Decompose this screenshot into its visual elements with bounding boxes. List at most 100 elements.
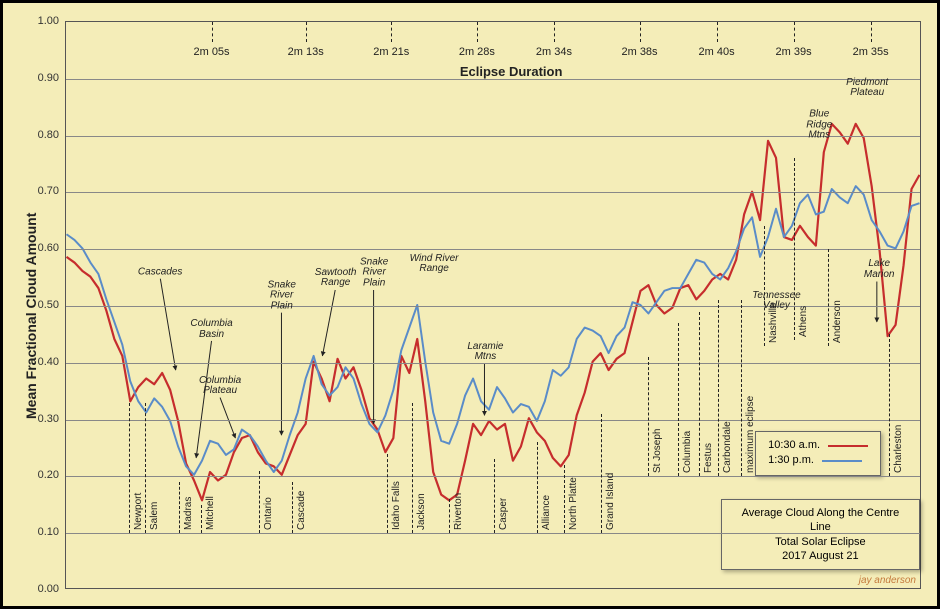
- city-marker-line: [794, 158, 795, 340]
- gridline: [66, 192, 920, 193]
- gridline: [66, 476, 920, 477]
- legend-label: 1:30 p.m.: [768, 453, 814, 468]
- duration-label: 2m 39s: [776, 46, 812, 58]
- city-label: Ontario: [263, 497, 274, 530]
- city-label: Grand Island: [605, 473, 616, 530]
- ytick-label: 0.80: [31, 129, 59, 141]
- ytick-label: 0.70: [31, 185, 59, 197]
- city-marker-line: [387, 454, 388, 534]
- city-marker-line: [648, 357, 649, 476]
- duration-label: 2m 05s: [193, 46, 229, 58]
- duration-tick: [871, 22, 872, 42]
- city-marker-line: [412, 403, 413, 534]
- city-marker-line: [201, 505, 202, 533]
- city-marker-line: [699, 312, 700, 477]
- titlebox-line: Average Cloud Along the Centre Line: [734, 506, 907, 535]
- annotation-label: ColumbiaPlateau: [199, 376, 241, 397]
- annotation-label: BlueRidgeMtns: [806, 110, 832, 142]
- ytick-label: 0.40: [31, 356, 59, 368]
- legend-swatch: [822, 460, 862, 462]
- city-label: Mitchell: [205, 496, 216, 530]
- duration-tick: [717, 22, 718, 42]
- city-label: Salem: [149, 502, 160, 530]
- city-marker-line: [601, 414, 602, 533]
- annotation-label: SnakeRiverPlain: [268, 280, 296, 312]
- duration-label: 2m 28s: [459, 46, 495, 58]
- duration-label: 2m 40s: [699, 46, 735, 58]
- city-label: St Joseph: [652, 429, 663, 473]
- city-label: Casper: [498, 498, 509, 530]
- duration-tick: [554, 22, 555, 42]
- duration-tick: [212, 22, 213, 42]
- legend-entry: 1:30 p.m.: [768, 453, 868, 468]
- duration-tick: [794, 22, 795, 42]
- annotation-label: Cascades: [138, 267, 182, 278]
- ytick-label: 0.20: [31, 469, 59, 481]
- legend: 10:30 a.m.1:30 p.m.: [755, 431, 881, 476]
- gridline: [66, 533, 920, 534]
- duration-label: 2m 38s: [621, 46, 657, 58]
- city-marker-line: [259, 471, 260, 533]
- annotation-label: ColumbiaBasin: [190, 319, 232, 340]
- annotation-arrow: [160, 279, 175, 370]
- plot-area: Eclipse Duration 10:30 a.m.1:30 p.m. Ave…: [65, 21, 921, 589]
- city-marker-line: [292, 482, 293, 533]
- duration-tick: [306, 22, 307, 42]
- annotation-label: Wind RiverRange: [410, 254, 459, 275]
- city-marker-line: [678, 323, 679, 476]
- city-label: North Platte: [568, 477, 579, 530]
- city-marker-line: [564, 465, 565, 533]
- duration-label: 2m 35s: [853, 46, 889, 58]
- gridline: [66, 249, 920, 250]
- legend-entry: 10:30 a.m.: [768, 438, 868, 453]
- annotation-label: TennesseeValley: [752, 291, 801, 312]
- titlebox-line: 2017 August 21: [734, 549, 907, 563]
- annotation-arrow: [322, 290, 335, 356]
- city-label: Carbondale: [722, 422, 733, 474]
- city-marker-line: [537, 442, 538, 533]
- city-label: Cascade: [296, 491, 307, 530]
- annotation-label: LakeMarion: [864, 259, 895, 280]
- annotation-arrow: [196, 341, 211, 458]
- gridline: [66, 363, 920, 364]
- city-marker-line: [741, 300, 742, 476]
- city-marker-line: [828, 249, 829, 346]
- annotation-arrow: [220, 398, 235, 438]
- city-label: Madras: [183, 497, 194, 530]
- city-label: Charleston: [893, 425, 904, 473]
- annotation-label: SnakeRiverPlain: [360, 257, 388, 289]
- duration-tick: [391, 22, 392, 42]
- ytick-label: 0.90: [31, 72, 59, 84]
- legend-label: 10:30 a.m.: [768, 438, 820, 453]
- ytick-label: 1.00: [31, 15, 59, 27]
- city-label: Alliance: [541, 495, 552, 530]
- ytick-label: 0.50: [31, 299, 59, 311]
- ytick-label: 0.00: [31, 583, 59, 595]
- duration-tick: [477, 22, 478, 42]
- gridline: [66, 420, 920, 421]
- city-marker-line: [889, 334, 890, 476]
- chart-frame: Mean Fractional Cloud Amount Eclipse Dur…: [0, 0, 940, 609]
- ytick-label: 0.60: [31, 242, 59, 254]
- ytick-label: 0.30: [31, 413, 59, 425]
- duration-label: 2m 34s: [536, 46, 572, 58]
- city-marker-line: [129, 403, 130, 534]
- duration-label: 2m 13s: [288, 46, 324, 58]
- city-label: Festus: [703, 443, 714, 473]
- ytick-label: 0.10: [31, 526, 59, 538]
- city-marker-line: [764, 226, 765, 345]
- annotation-label: SawtoothRange: [315, 268, 357, 289]
- eclipse-duration-title: Eclipse Duration: [460, 64, 563, 79]
- annotation-label: LaramieMtns: [467, 342, 503, 363]
- annotation-label: PiedmontPlateau: [846, 78, 888, 99]
- city-marker-line: [494, 459, 495, 533]
- city-label: maximum eclipse: [745, 396, 756, 473]
- legend-swatch: [828, 445, 868, 447]
- gridline: [66, 136, 920, 137]
- city-label: Riverton: [453, 493, 464, 530]
- credit: jay anderson: [859, 575, 916, 586]
- city-label: Newport: [133, 493, 144, 530]
- city-label: Idaho Falls: [391, 481, 402, 530]
- duration-tick: [640, 22, 641, 42]
- titlebox-line: Total Solar Eclipse: [734, 535, 907, 549]
